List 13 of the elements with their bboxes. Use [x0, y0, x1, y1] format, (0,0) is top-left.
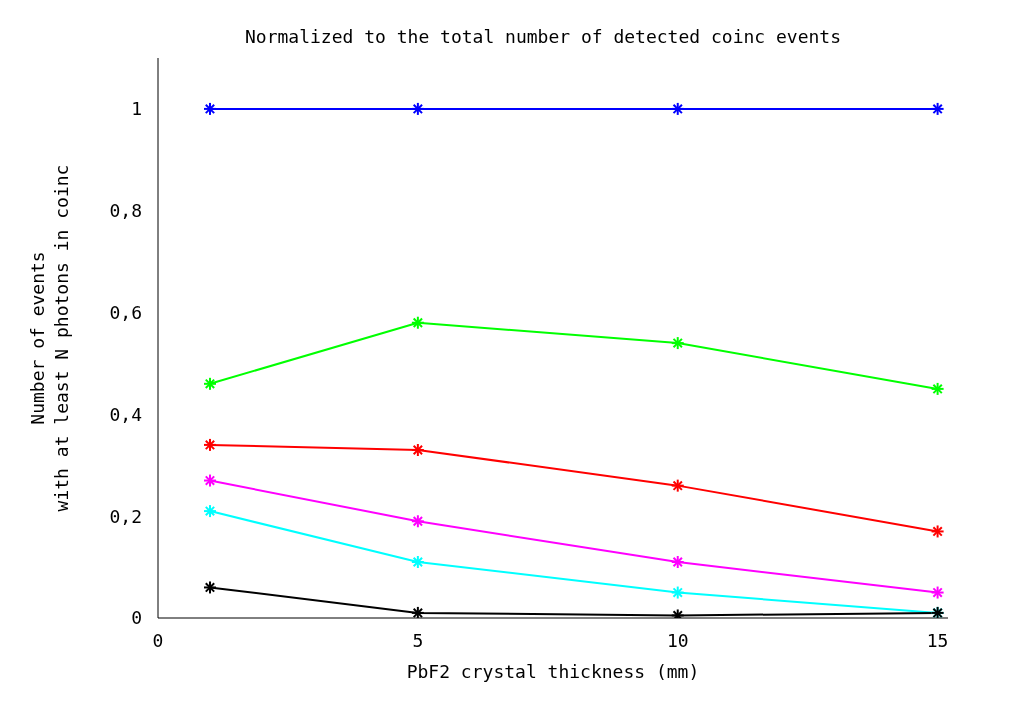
y-tick-label: 0,4 [109, 403, 142, 425]
y-tick-label: 0,2 [109, 505, 142, 527]
y-tick-label: 1 [131, 98, 142, 120]
y-tick-label: 0,8 [109, 200, 142, 222]
y-axis-title: Number of events with at least N photons in coinc [27, 164, 72, 512]
x-tick-label: 10 [666, 629, 689, 651]
y-tick-label: 0 [131, 607, 142, 629]
x-axis-title: PbF2 crystal thickness (mm) [406, 661, 700, 682]
y-tick-label: 0,6 [109, 301, 142, 323]
x-tick-label: 0 [152, 629, 164, 651]
x-tick-label: 5 [412, 629, 424, 651]
chart-title: Normalized to the total number of detected coinc events [244, 26, 842, 47]
x-tick-label: 15 [926, 629, 949, 651]
